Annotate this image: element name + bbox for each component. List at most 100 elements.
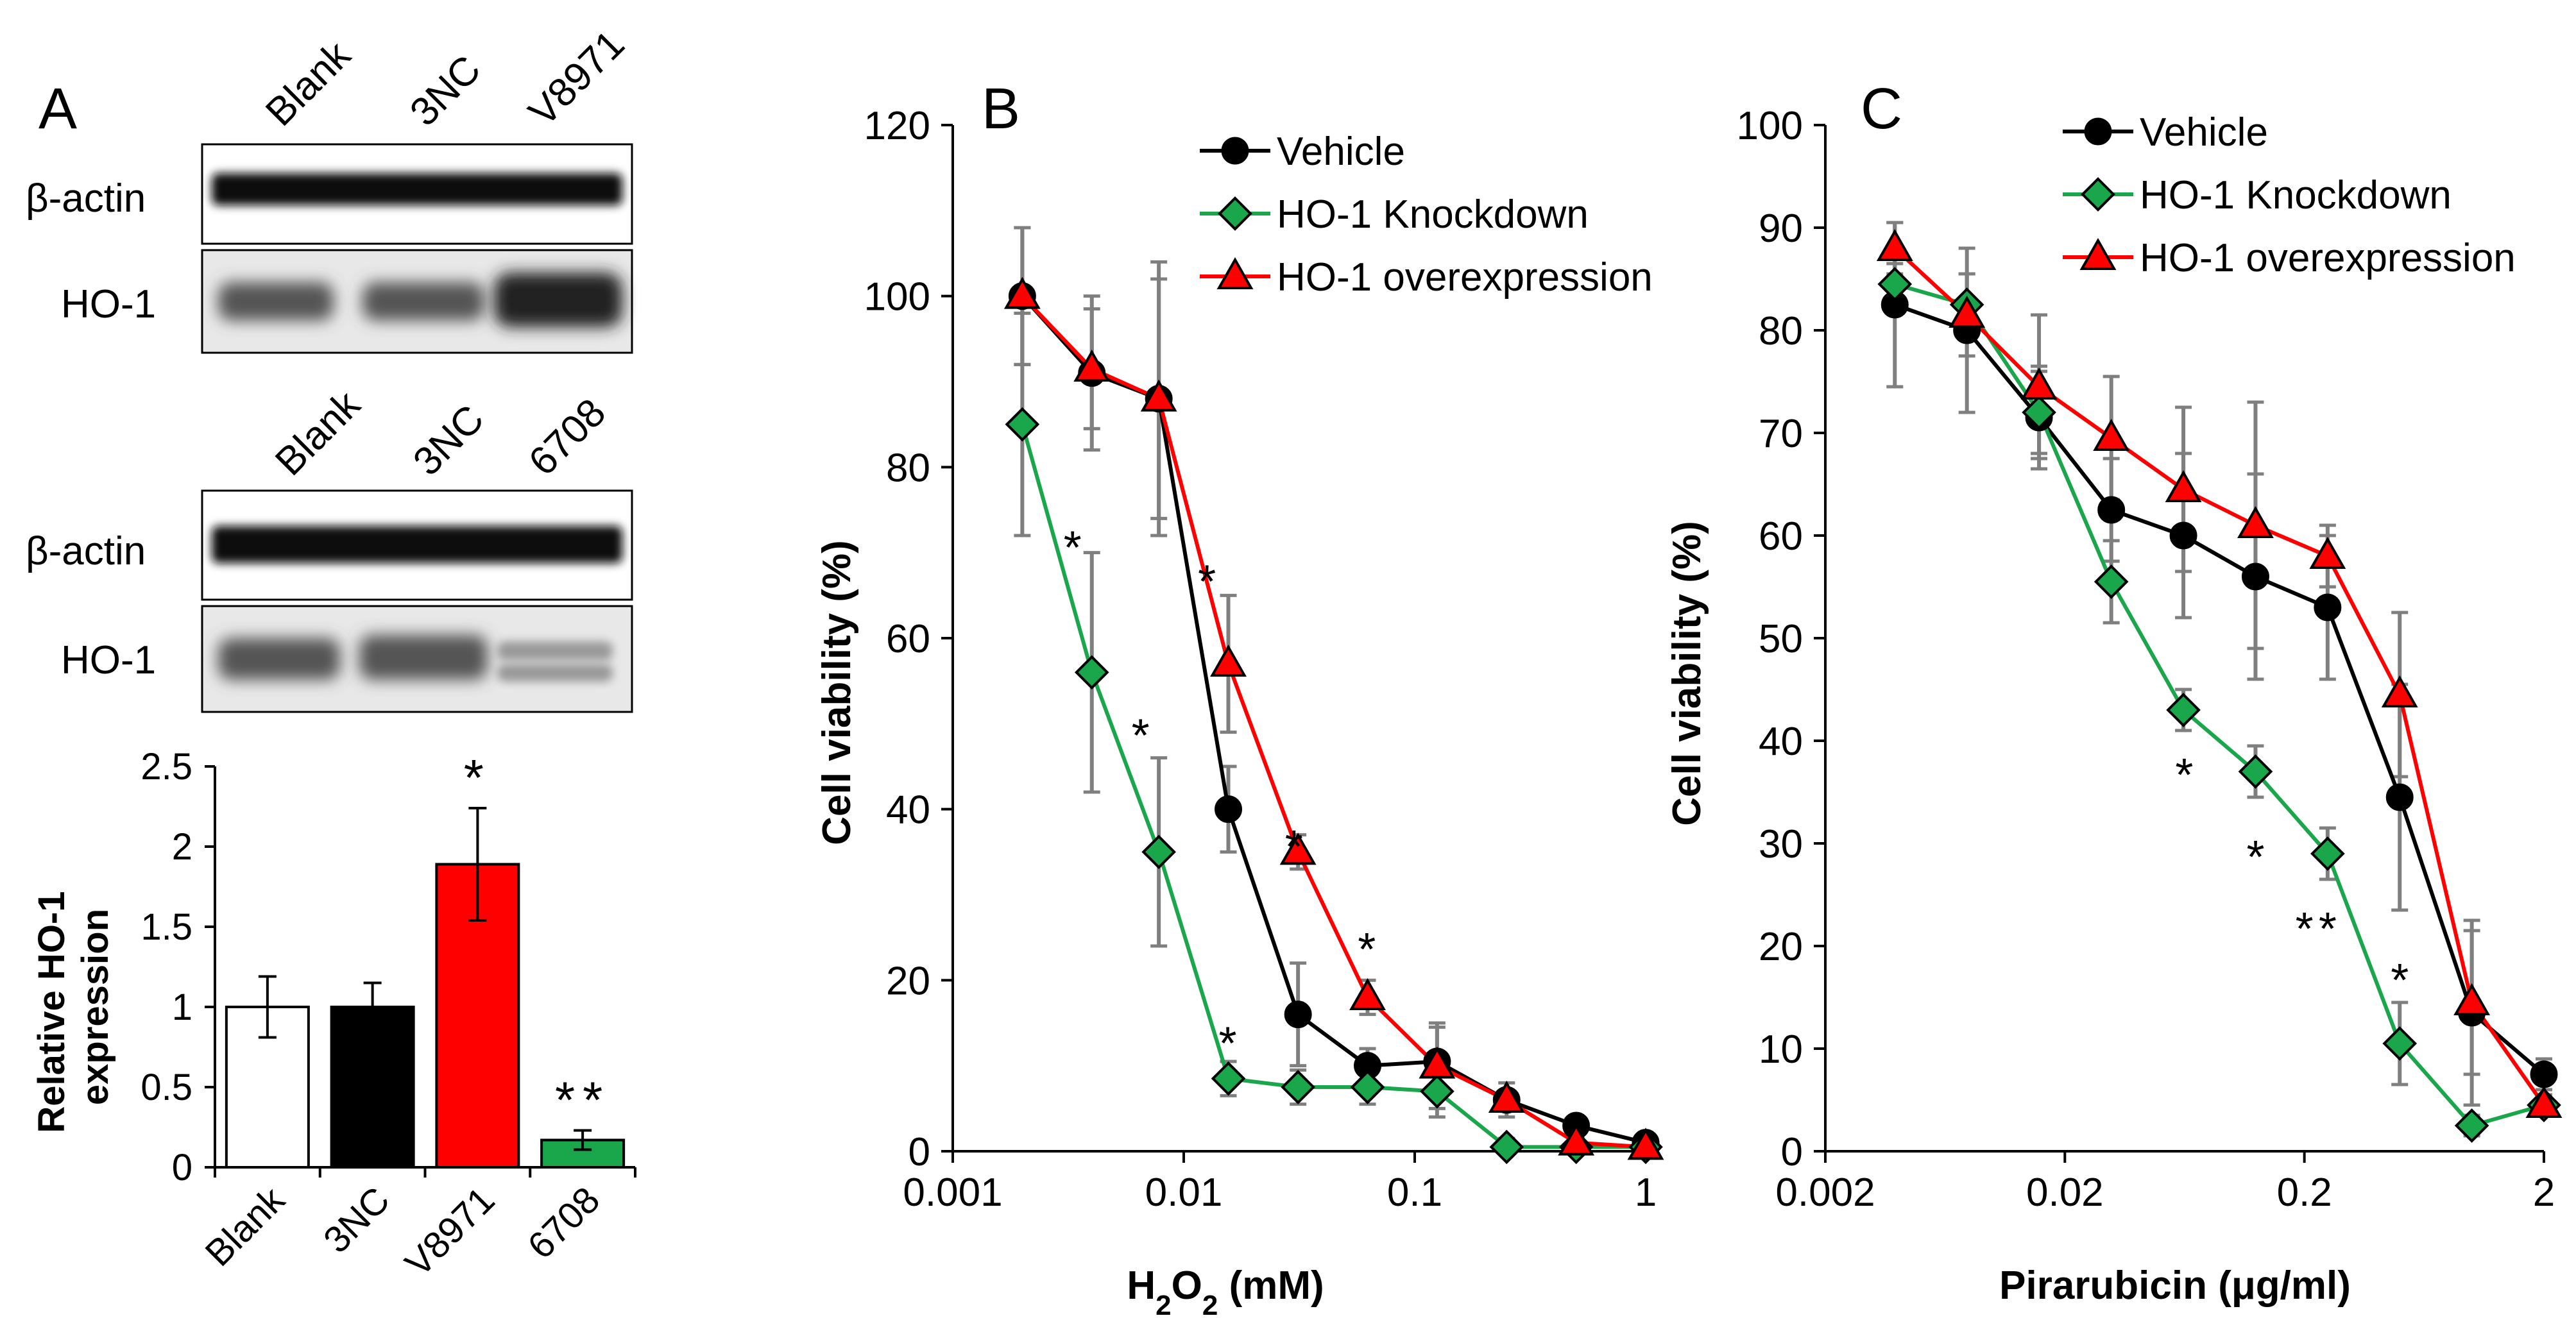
- y-tick-label: 30: [1759, 822, 1803, 866]
- x-tick-label: 0.1: [1387, 1170, 1442, 1215]
- blot1-row-label-1: β-actin: [26, 176, 146, 221]
- significance-mark: *: [2175, 750, 2193, 801]
- series-point: [1558, 1123, 1595, 1156]
- y-tick-label: 100: [864, 275, 930, 319]
- panel-b: B Cell viability (%) H2O2 (mM) 020406080…: [815, 77, 1664, 1318]
- panel-b-xlabel-sub2: 2: [1202, 1290, 1218, 1318]
- y-tick-label: 60: [1759, 514, 1803, 559]
- blot1-row-label-2: HO-1: [61, 282, 156, 326]
- series-point: [1949, 295, 1986, 328]
- blot1-actin-band: [212, 173, 622, 205]
- bar-category-label: 6708: [520, 1179, 608, 1267]
- panel-b-xlabel-o: O: [1172, 1263, 1202, 1308]
- series-point: [1627, 1128, 1664, 1160]
- series-point: [2525, 1085, 2563, 1118]
- blot2-ho1-band-3nc: [359, 635, 488, 680]
- series-point: [2020, 367, 2058, 400]
- bar-y-tick-label: 2: [172, 826, 192, 868]
- y-tick-label: 80: [886, 446, 930, 490]
- series-point: [2530, 1060, 2558, 1088]
- panel-a-letter: A: [38, 77, 77, 141]
- x-tick-label: 0.02: [2026, 1170, 2104, 1215]
- series-point: [1210, 644, 1247, 677]
- y-tick-label: 20: [1759, 925, 1803, 969]
- series-point: [2381, 675, 2418, 707]
- series-line: [1894, 282, 2545, 1128]
- blot2-ho1-band-6708-lower: [497, 664, 613, 682]
- significance-mark: *: [1219, 1018, 1237, 1070]
- series-point: [1003, 276, 1041, 309]
- y-tick-label: 0: [908, 1130, 930, 1174]
- series-point: [2165, 469, 2202, 502]
- blot1-lane-1: Blank: [257, 33, 359, 135]
- y-tick-label: 40: [886, 788, 930, 832]
- bar-y-tick-label: 2.5: [141, 746, 192, 788]
- significance-mark: *: [2319, 904, 2337, 955]
- series-point: [2097, 496, 2126, 524]
- x-tick-label: 0.01: [1145, 1170, 1223, 1215]
- y-tick-label: 80: [1759, 309, 1803, 353]
- series-point: [1877, 267, 1913, 301]
- legend-marker: [2079, 237, 2117, 270]
- series-point: [1420, 1074, 1454, 1109]
- bar-y-tick-label: 1: [172, 986, 192, 1028]
- series-point: [1279, 832, 1317, 865]
- blot2-row-label-1: β-actin: [26, 529, 146, 573]
- series-point: [2237, 505, 2274, 538]
- blot2-lane-3: 6708: [520, 391, 614, 484]
- significance-mark: *: [2296, 904, 2314, 955]
- y-tick-label: 20: [886, 959, 930, 1003]
- series-line: [1021, 294, 1646, 1149]
- bar-3nc: [330, 1006, 415, 1169]
- bar-significance: **: [555, 1072, 610, 1129]
- series-point: [1005, 407, 1040, 442]
- legend-marker: [1218, 196, 1252, 231]
- y-tick-label: 100: [1737, 104, 1803, 148]
- bar-category-label: V8971: [397, 1179, 503, 1285]
- series-line: [1020, 423, 1646, 1149]
- series-point: [1419, 1046, 1456, 1079]
- blot1-ho1-band-v8971: [494, 273, 622, 327]
- significance-mark: *: [1358, 924, 1376, 976]
- series-point: [2385, 783, 2414, 811]
- series-point: [2166, 693, 2201, 727]
- significance-mark: *: [2391, 955, 2409, 1006]
- y-tick-label: 50: [1759, 617, 1803, 661]
- blot1-lane-3: V8971: [520, 22, 633, 135]
- panel-c-xlabel: Pirarubicin (μg/ml): [1999, 1263, 2351, 1308]
- significance-mark: *: [1064, 522, 1082, 573]
- legend-marker: [2081, 177, 2115, 212]
- x-tick-label: 2: [2533, 1170, 2555, 1215]
- legend-marker: [1221, 137, 1249, 165]
- series-point: [1489, 1129, 1524, 1165]
- y-tick-label: 90: [1759, 207, 1803, 251]
- series-point: [1876, 228, 1913, 261]
- panel-b-ylabel: Cell viability (%): [815, 540, 859, 845]
- series-point: [1073, 349, 1111, 382]
- series-point: [2454, 1108, 2489, 1143]
- series-point: [1211, 1061, 1246, 1096]
- panel-c-letter: C: [1861, 77, 1902, 141]
- legend-label: HO-1 overexpression: [2140, 236, 2516, 280]
- x-tick-label: 0.001: [903, 1170, 1002, 1215]
- significance-mark: *: [2246, 832, 2264, 883]
- legend-label: Vehicle: [1277, 130, 1405, 174]
- panel-b-letter: B: [982, 77, 1020, 141]
- series-point: [2382, 1026, 2418, 1061]
- bar-y-tick-label: 1.5: [141, 906, 192, 948]
- significance-mark: *: [1132, 711, 1150, 762]
- legend-label: HO-1 overexpression: [1277, 255, 1653, 300]
- series-point: [1141, 834, 1176, 870]
- blot2-ho1-band-blank: [218, 638, 340, 680]
- series-line: [1021, 294, 1646, 1145]
- series-point: [2094, 564, 2129, 599]
- bar-chart-a: Relative HO-1 expression 0 0.5 1 1.5 2 2.5 Bl…: [31, 746, 636, 1285]
- y-tick-label: 120: [864, 104, 930, 148]
- panel-b-xlabel-unit: (mM): [1218, 1263, 1324, 1308]
- blot2-lane-1: Blank: [267, 382, 369, 484]
- series-point: [2241, 562, 2269, 591]
- y-tick-label: 10: [1759, 1027, 1803, 1072]
- y-tick-label: 60: [886, 617, 930, 661]
- blot-2: Blank 3NC 6708 β-actin HO-1: [26, 382, 633, 713]
